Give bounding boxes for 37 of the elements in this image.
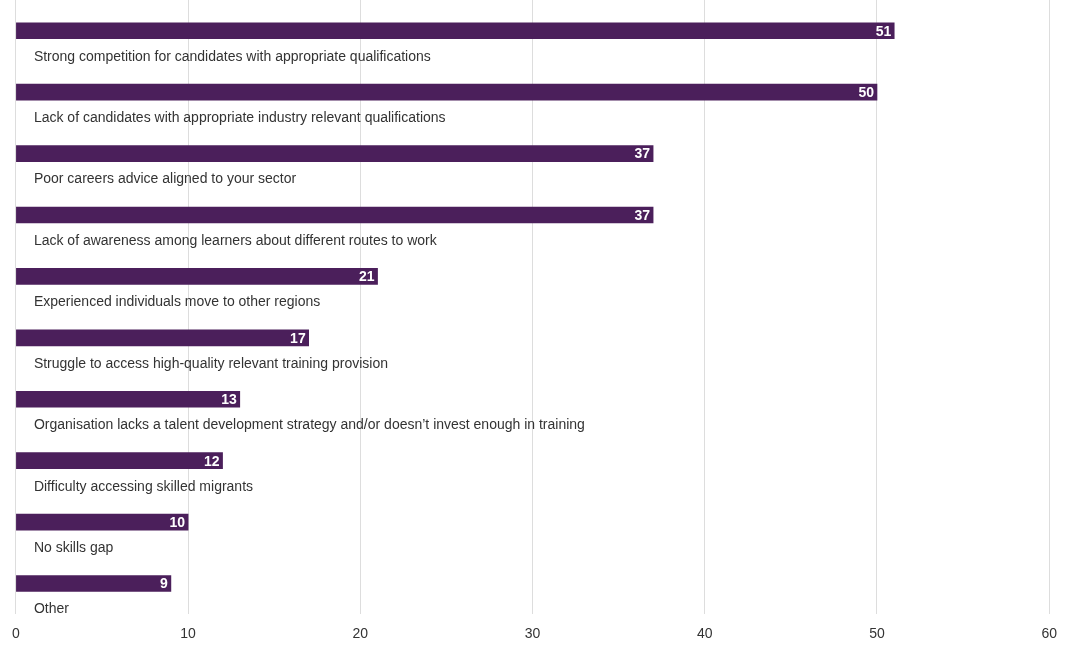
bar <box>16 575 172 592</box>
data-label: 21 <box>358 268 375 285</box>
data-label: 51 <box>875 22 892 39</box>
y-tick-label: Difficulty accessing skilled migrants <box>33 477 254 494</box>
bar <box>16 268 378 285</box>
data-label: 10 <box>169 513 186 530</box>
data-label: 17 <box>290 329 306 346</box>
bar <box>16 390 241 408</box>
y-tick-label: Lack of candidates with appropriate industry relevant qualifications <box>33 108 446 125</box>
bar <box>16 83 878 101</box>
y-tick-label: Organisation lacks a talent development strategy and/or doesn’t invest enough in training <box>33 416 585 433</box>
x-tick-label: 30 <box>524 625 541 642</box>
x-tick-label: 10 <box>180 625 197 642</box>
y-tick-label: No skills gap <box>33 538 114 555</box>
y-tick-label: Struggle to access high-quality relevant training provision <box>33 354 388 371</box>
bar <box>16 452 223 469</box>
data-label: 50 <box>858 83 875 100</box>
bar <box>16 513 189 531</box>
y-tick-label: Strong competition for candidates with appropriate qualifications <box>33 47 431 64</box>
data-label: 13 <box>221 391 237 408</box>
data-label: 37 <box>634 206 651 223</box>
bar <box>16 145 654 162</box>
data-label: 12 <box>203 452 220 469</box>
x-tick-label: 20 <box>352 625 369 642</box>
bar <box>16 329 309 347</box>
data-label: 37 <box>634 145 651 162</box>
y-tick-label: Poor careers advice aligned to your sector <box>33 170 297 187</box>
bar <box>16 206 654 224</box>
data-label: 9 <box>160 575 169 592</box>
x-tick-label: 0 <box>11 625 20 642</box>
x-tick-label: 40 <box>696 625 713 642</box>
y-tick-label: Other <box>33 600 70 617</box>
y-tick-label: Experienced individuals move to other regions <box>33 293 321 310</box>
x-tick-label: 60 <box>1041 625 1058 642</box>
bar <box>16 22 895 40</box>
y-tick-label: Lack of awareness among learners about different routes to work <box>33 231 438 248</box>
x-tick-label: 50 <box>869 625 885 642</box>
